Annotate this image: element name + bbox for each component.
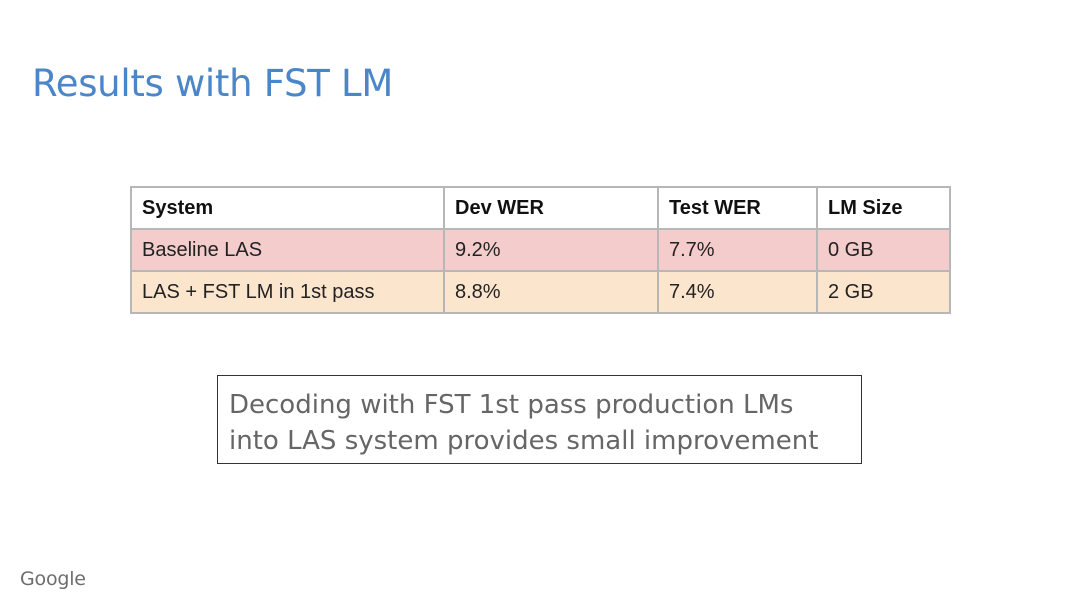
cell-lm-size: 2 GB — [816, 270, 951, 314]
table-header-row: System Dev WER Test WER LM Size — [130, 186, 951, 230]
cell-lm-size: 0 GB — [816, 228, 951, 272]
table-row-las-fst-lm: LAS + FST LM in 1st pass 8.8% 7.4% 2 GB — [130, 270, 951, 314]
cell-system: Baseline LAS — [130, 228, 445, 272]
google-logo: Google — [20, 568, 86, 590]
cell-dev-wer: 8.8% — [443, 270, 659, 314]
cell-dev-wer: 9.2% — [443, 228, 659, 272]
column-header-test-wer: Test WER — [657, 186, 818, 230]
column-header-lm-size: LM Size — [816, 186, 951, 230]
summary-callout-box: Decoding with FST 1st pass production LM… — [217, 375, 862, 464]
results-table: System Dev WER Test WER LM Size Baseline… — [130, 186, 951, 314]
callout-line-2: into LAS system provides small improveme… — [229, 426, 819, 456]
cell-test-wer: 7.4% — [657, 270, 818, 314]
callout-line-1: Decoding with FST 1st pass production LM… — [229, 390, 794, 420]
column-header-dev-wer: Dev WER — [443, 186, 659, 230]
slide-title: Results with FST LM — [32, 62, 393, 105]
cell-system: LAS + FST LM in 1st pass — [130, 270, 445, 314]
column-header-system: System — [130, 186, 445, 230]
cell-test-wer: 7.7% — [657, 228, 818, 272]
table-row-baseline-las: Baseline LAS 9.2% 7.7% 0 GB — [130, 228, 951, 272]
